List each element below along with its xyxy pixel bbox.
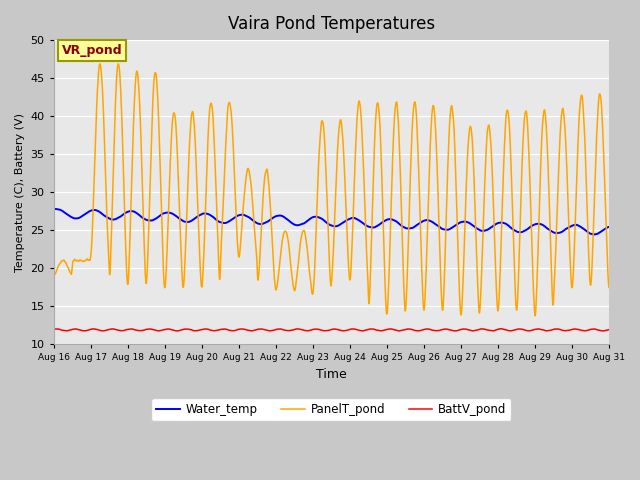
BattV_pond <box>205 326 212 332</box>
Legend: Water_temp, PanelT_pond, BattV_pond: Water_temp, PanelT_pond, BattV_pond <box>151 398 511 421</box>
BattV_pond <box>497 326 504 332</box>
BattV_pond <box>556 326 564 332</box>
BattV_pond <box>605 327 613 333</box>
BattV_pond <box>50 326 58 332</box>
Water_temp <box>556 230 564 236</box>
PanelT_pond <box>572 201 580 207</box>
Y-axis label: Temperature (C), Battery (V): Temperature (C), Battery (V) <box>15 112 25 272</box>
Water_temp <box>348 215 355 221</box>
PanelT_pond <box>531 313 539 319</box>
BattV_pond <box>360 328 367 334</box>
PanelT_pond <box>96 61 104 67</box>
Water_temp <box>205 212 212 217</box>
Water_temp <box>590 231 598 237</box>
Line: BattV_pond: BattV_pond <box>54 329 609 331</box>
Line: Water_temp: Water_temp <box>54 209 609 234</box>
Title: Vaira Pond Temperatures: Vaira Pond Temperatures <box>228 15 435 33</box>
Water_temp <box>493 221 500 227</box>
BattV_pond <box>572 326 579 332</box>
Water_temp <box>360 221 367 227</box>
Line: PanelT_pond: PanelT_pond <box>54 64 609 316</box>
PanelT_pond <box>205 119 212 125</box>
PanelT_pond <box>348 254 355 260</box>
PanelT_pond <box>605 285 613 290</box>
Water_temp <box>605 224 613 230</box>
PanelT_pond <box>50 273 58 278</box>
X-axis label: Time: Time <box>316 368 347 381</box>
Text: VR_pond: VR_pond <box>62 44 123 57</box>
Water_temp <box>51 206 59 212</box>
Water_temp <box>572 222 579 228</box>
PanelT_pond <box>493 297 500 302</box>
BattV_pond <box>348 326 355 332</box>
BattV_pond <box>599 328 607 334</box>
PanelT_pond <box>557 127 564 133</box>
BattV_pond <box>493 327 500 333</box>
Water_temp <box>50 206 58 212</box>
PanelT_pond <box>360 168 367 174</box>
